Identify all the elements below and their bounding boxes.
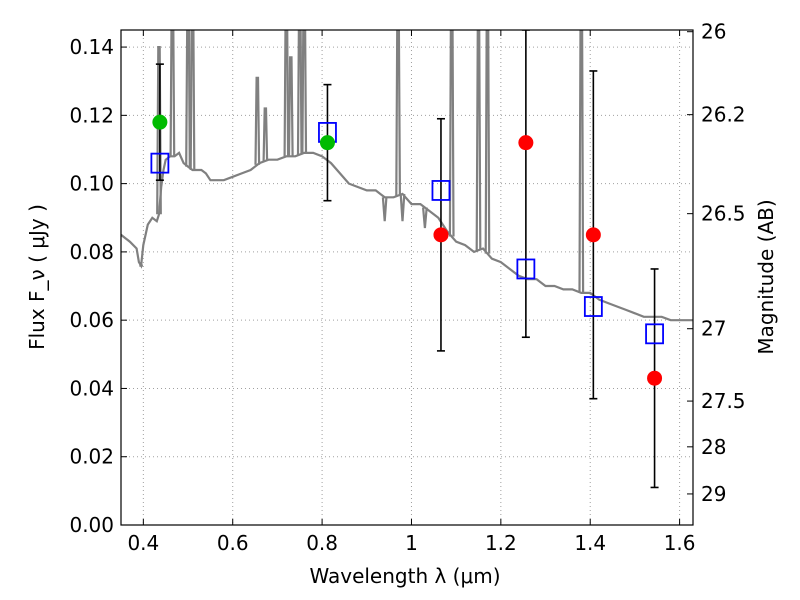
spectrum-line [121,151,693,322]
y-tick-label: 0.10 [69,172,114,196]
y-tick-label: 0.06 [69,308,114,332]
x-tick-label: 1 [405,531,418,555]
x-tick-label: 1.4 [574,531,606,555]
emission-line [287,56,294,157]
observed-flux-point [647,370,663,386]
right-axis: 26 26.2 26.5 27 27.5 28 29 [687,20,746,506]
grid [121,30,693,525]
plot-content [121,30,693,489]
y-tick-label: 0.14 [69,35,114,59]
observed-flux-point [518,135,534,151]
y-tick-label: 0.00 [69,513,114,537]
plot-frame [120,29,694,526]
right-tick-label: 26 [701,20,726,44]
y-axis-label: Flux F_ν ( μJy ) [25,204,49,350]
emission-line [169,30,176,157]
emission-line [395,30,401,196]
model-square-point [431,180,451,201]
emission-line [448,30,455,237]
y-tick-label: 0.04 [69,376,114,400]
emission-line [484,30,491,254]
x-tick-label: 0.6 [217,531,249,555]
model-square-point [645,323,664,345]
right-tick-label: 28 [701,435,726,459]
y-axis: 0.00 0.02 0.04 0.06 0.08 0.10 0.12 0.14 [69,35,127,537]
alt-flux-point [319,135,335,151]
right-tick-label: 29 [701,482,726,506]
emission-line [296,30,303,155]
y-tick-label: 0.08 [69,240,114,264]
emission-line [185,30,191,167]
absorption-line [399,193,406,222]
x-axis-label: Wavelength λ (μm) [309,564,500,588]
right-tick-label: 26.2 [701,103,746,127]
model-square-point [516,258,536,280]
right-tick-label: 27.5 [701,389,746,413]
y-tick-label: 0.12 [69,103,114,127]
absorption-line [422,207,428,229]
y-tick-label: 0.02 [69,445,114,469]
emission-line [254,76,261,165]
emission-line [189,30,196,171]
emission-line [283,30,290,157]
x-tick-label: 0.8 [306,531,338,555]
x-tick-label: 1.6 [664,531,696,555]
x-tick-label: 1.2 [485,531,517,555]
right-tick-label: 27 [701,317,726,341]
emission-line [578,30,585,293]
observed-flux-point [585,227,601,243]
alt-flux-point [152,114,168,130]
emission-line [475,30,482,251]
right-axis-label: Magnitude (AB) [754,199,778,354]
model-square-point [150,152,170,174]
right-tick-label: 26.5 [701,202,746,226]
emission-line [262,107,269,161]
x-axis: 0.4 0.6 0.8 1 1.2 1.4 1.6 [127,30,696,555]
plot-area [121,30,693,489]
absorption-line [381,197,388,222]
emission-line [301,30,308,153]
observed-flux-point [433,227,449,243]
x-tick-label: 0.4 [127,531,159,555]
model-square-point [583,296,603,317]
